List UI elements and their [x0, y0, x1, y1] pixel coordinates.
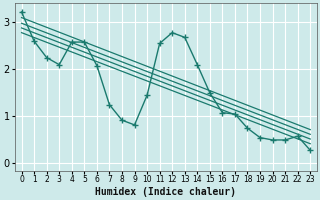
X-axis label: Humidex (Indice chaleur): Humidex (Indice chaleur) [95, 186, 236, 197]
